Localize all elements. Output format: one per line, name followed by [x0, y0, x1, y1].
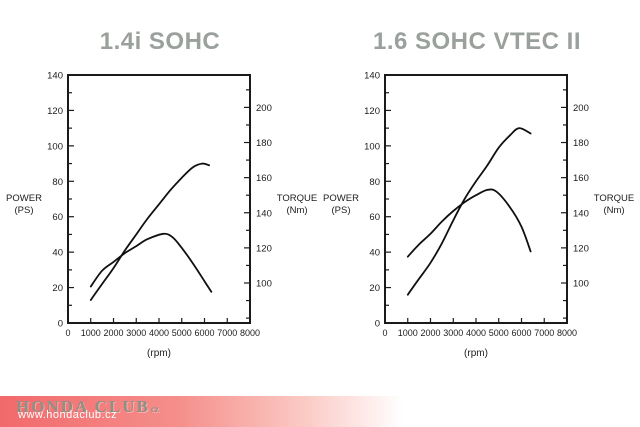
x-axis-tick-label: 5000	[489, 328, 509, 338]
power-axis-tick-label: 100	[47, 141, 63, 152]
x-axis-tick-label: 6000	[511, 328, 531, 338]
power-axis-tick-label: 40	[52, 248, 63, 259]
torque-axis-tick-label: 180	[573, 138, 589, 149]
chart-16-sohc-vtec-ii: 1.6 SOHC VTEC II 0 20 40 60 80 100 120 140 100 12…	[317, 0, 637, 396]
torque-axis-tick-label: 140	[573, 208, 589, 219]
torque-axis-title: TORQUE	[594, 193, 634, 204]
chart-title: 1.6 SOHC VTEC II	[372, 28, 582, 55]
power-axis-tick-label: 0	[58, 319, 63, 330]
brand-url: www.hondaclub.cz	[18, 409, 118, 421]
power-axis-tick-label: 20	[369, 283, 380, 294]
power-axis-tick-label: 20	[52, 283, 63, 294]
torque-axis-unit: (Nm)	[603, 205, 624, 216]
power-axis-tick-label: 80	[369, 177, 380, 188]
x-axis-tick-label: 3000	[443, 328, 463, 338]
x-axis-tick-label: 3000	[126, 328, 146, 338]
torque-axis-tick-label: 120	[256, 243, 272, 254]
footer-banner: HONDA CLUBcz www.hondaclub.cz	[0, 396, 640, 427]
torque-axis-tick-label: 200	[256, 103, 272, 114]
power-axis-tick-label: 100	[364, 141, 380, 152]
x-axis-title: (rpm)	[147, 348, 171, 359]
power-axis-tick-label: 120	[47, 106, 63, 117]
x-axis-tick-label: 6000	[194, 328, 214, 338]
x-axis-tick-label: 2000	[420, 328, 440, 338]
power-axis-tick-label: 60	[369, 212, 380, 223]
plot-box	[67, 74, 251, 324]
x-axis-tick-label: 7000	[217, 328, 237, 338]
chart-title: 1.4i SOHC	[99, 28, 221, 55]
power-axis-tick-label: 140	[364, 71, 380, 82]
torque-axis-tick-label: 160	[256, 173, 272, 184]
brand-name: HONDA CLUB	[16, 397, 150, 416]
x-axis-title: (rpm)	[464, 348, 488, 359]
x-axis-tick-label: 1000	[81, 328, 101, 338]
x-axis-tick-label: 8000	[557, 328, 577, 338]
x-axis-tick-label: 4000	[149, 328, 169, 338]
power-axis-tick-label: 140	[47, 71, 63, 82]
torque-axis-tick-label: 160	[573, 173, 589, 184]
power-axis-tick-label: 80	[52, 177, 63, 188]
power-axis-title: POWER	[323, 193, 359, 204]
x-axis-tick-label: 1000	[398, 328, 418, 338]
x-axis-tick-label: 8000	[240, 328, 260, 338]
power-curve	[89, 162, 210, 301]
torque-axis-tick-label: 140	[256, 208, 272, 219]
torque-axis-tick-label: 180	[256, 138, 272, 149]
x-axis-tick-label: 0	[65, 328, 70, 338]
torque-curve	[406, 188, 532, 258]
torque-axis-tick-label: 100	[256, 279, 272, 290]
x-axis-tick-label: 5000	[172, 328, 192, 338]
torque-axis-tick-label: 100	[573, 279, 589, 290]
brand-logo: HONDA CLUBcz	[16, 397, 159, 417]
power-axis-tick-label: 0	[375, 319, 380, 330]
x-axis-tick-label: 2000	[103, 328, 123, 338]
torque-curve	[89, 232, 213, 293]
torque-axis-unit: (Nm)	[286, 205, 307, 216]
power-axis-tick-label: 40	[369, 248, 380, 259]
power-curve	[406, 127, 532, 296]
x-axis-tick-label: 0	[382, 328, 387, 338]
torque-axis-title: TORQUE	[277, 193, 317, 204]
brand-suffix: cz	[150, 404, 159, 414]
power-axis-tick-label: 60	[52, 212, 63, 223]
chart-14i-sohc: 1.4i SOHC 0 20 40 60 80 100 120 140 100 120 140 160…	[0, 0, 320, 396]
torque-axis-tick-label: 200	[573, 103, 589, 114]
x-axis-tick-label: 7000	[534, 328, 554, 338]
x-axis-tick-label: 4000	[466, 328, 486, 338]
power-axis-tick-label: 120	[364, 106, 380, 117]
power-axis-unit: (PS)	[15, 205, 34, 216]
plot-box	[384, 74, 568, 324]
power-axis-title: POWER	[6, 193, 42, 204]
power-axis-unit: (PS)	[332, 205, 351, 216]
torque-axis-tick-label: 120	[573, 243, 589, 254]
